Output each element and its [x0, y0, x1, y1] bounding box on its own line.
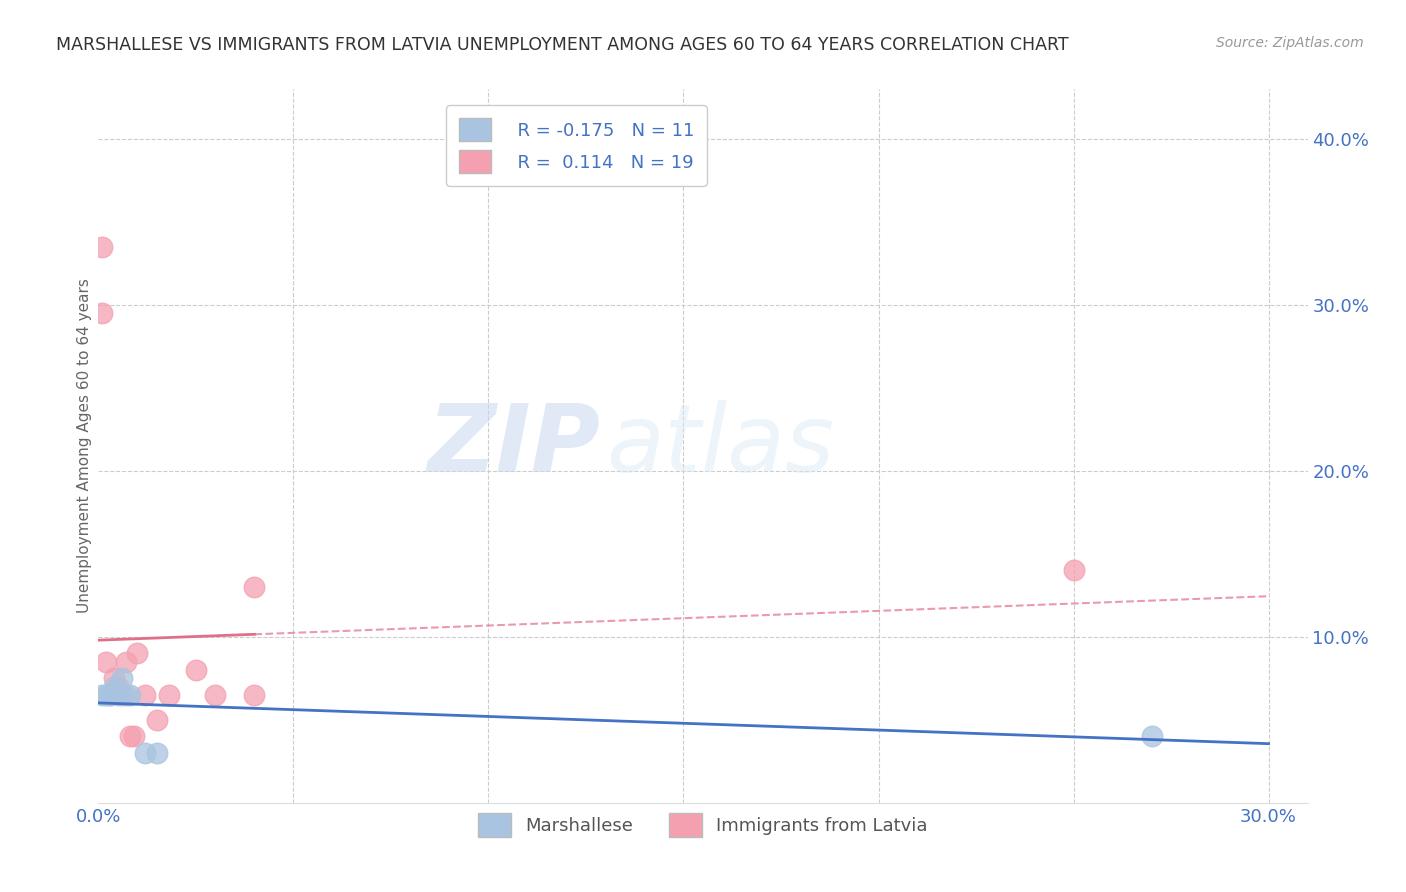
Point [1063, 564, 1085, 578]
Text: Source: ZipAtlas.com: Source: ZipAtlas.com [1216, 36, 1364, 50]
Legend: Marshallese, Immigrants from Latvia: Marshallese, Immigrants from Latvia [471, 806, 935, 844]
Point [91, 306, 114, 320]
Point [111, 671, 134, 685]
Point [107, 680, 129, 694]
Point [118, 730, 141, 744]
Point [98, 688, 121, 702]
Point [114, 655, 136, 669]
Point [103, 671, 125, 685]
Point [146, 713, 169, 727]
Point [91, 240, 114, 254]
Point [243, 580, 266, 594]
Point [134, 746, 156, 760]
Point [114, 688, 136, 702]
Y-axis label: Unemployment Among Ages 60 to 64 years: Unemployment Among Ages 60 to 64 years [77, 278, 91, 614]
Point [157, 688, 180, 702]
Text: atlas: atlas [606, 401, 835, 491]
Point [146, 746, 169, 760]
Point [98, 688, 121, 702]
Point [107, 688, 129, 702]
Point [127, 647, 149, 661]
Point [118, 688, 141, 702]
Point [111, 688, 134, 702]
Point [184, 663, 207, 677]
Text: MARSHALLESE VS IMMIGRANTS FROM LATVIA UNEMPLOYMENT AMONG AGES 60 TO 64 YEARS COR: MARSHALLESE VS IMMIGRANTS FROM LATVIA UN… [56, 36, 1069, 54]
Point [96, 655, 118, 669]
Point [103, 680, 125, 694]
Point [1140, 730, 1163, 744]
Point [96, 688, 118, 702]
Text: ZIP: ZIP [427, 400, 600, 492]
Point [134, 688, 156, 702]
Point [122, 730, 145, 744]
Point [91, 688, 114, 702]
Point [243, 688, 266, 702]
Point [204, 688, 226, 702]
